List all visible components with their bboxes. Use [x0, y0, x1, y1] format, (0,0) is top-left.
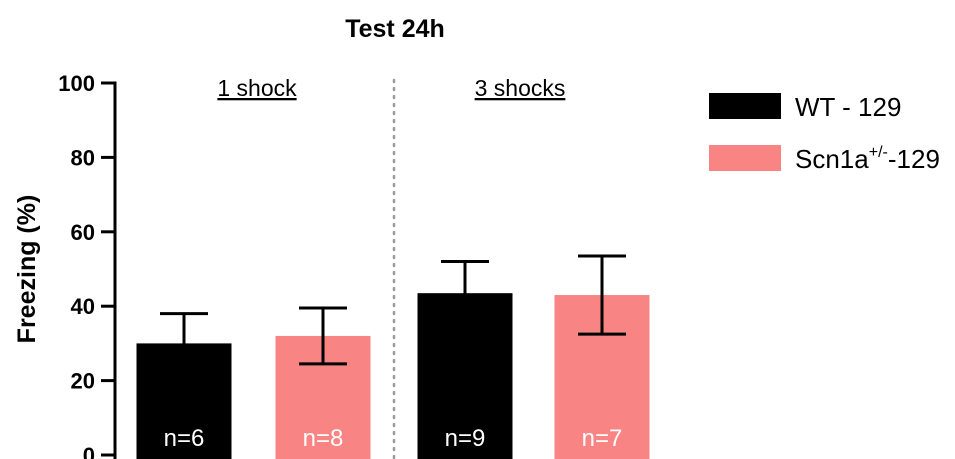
legend-label-2: Scn1a+/--129 [795, 144, 940, 174]
legend-label-1: WT - 129 [795, 92, 901, 122]
y-tick-label-0: 0 [83, 443, 95, 459]
chart-title: Test 24h [345, 15, 445, 43]
group-label-1: 1 shock [217, 75, 297, 101]
n-label-3: n=9 [445, 425, 486, 452]
legend: WT - 129 Scn1a+/--129 [709, 92, 940, 174]
legend-swatch-1 [709, 93, 781, 119]
legend-swatch-2 [709, 145, 781, 171]
group-label-2: 3 shocks [475, 75, 566, 101]
y-tick-label-60: 60 [71, 220, 95, 245]
y-tick-label-40: 40 [71, 294, 95, 319]
n-label-1: n=6 [164, 425, 205, 452]
plot-area: n=6 n=8 n=9 n=7 0 20 40 60 80 100 Freezing (%) 1 sh… [13, 71, 650, 459]
y-tick-label-100: 100 [58, 71, 95, 96]
n-label-4: n=7 [582, 425, 623, 452]
y-tick-label-80: 80 [71, 145, 95, 170]
y-axis-label: Freezing (%) [13, 195, 41, 344]
n-label-2: n=8 [303, 425, 344, 452]
y-tick-label-20: 20 [71, 369, 95, 394]
